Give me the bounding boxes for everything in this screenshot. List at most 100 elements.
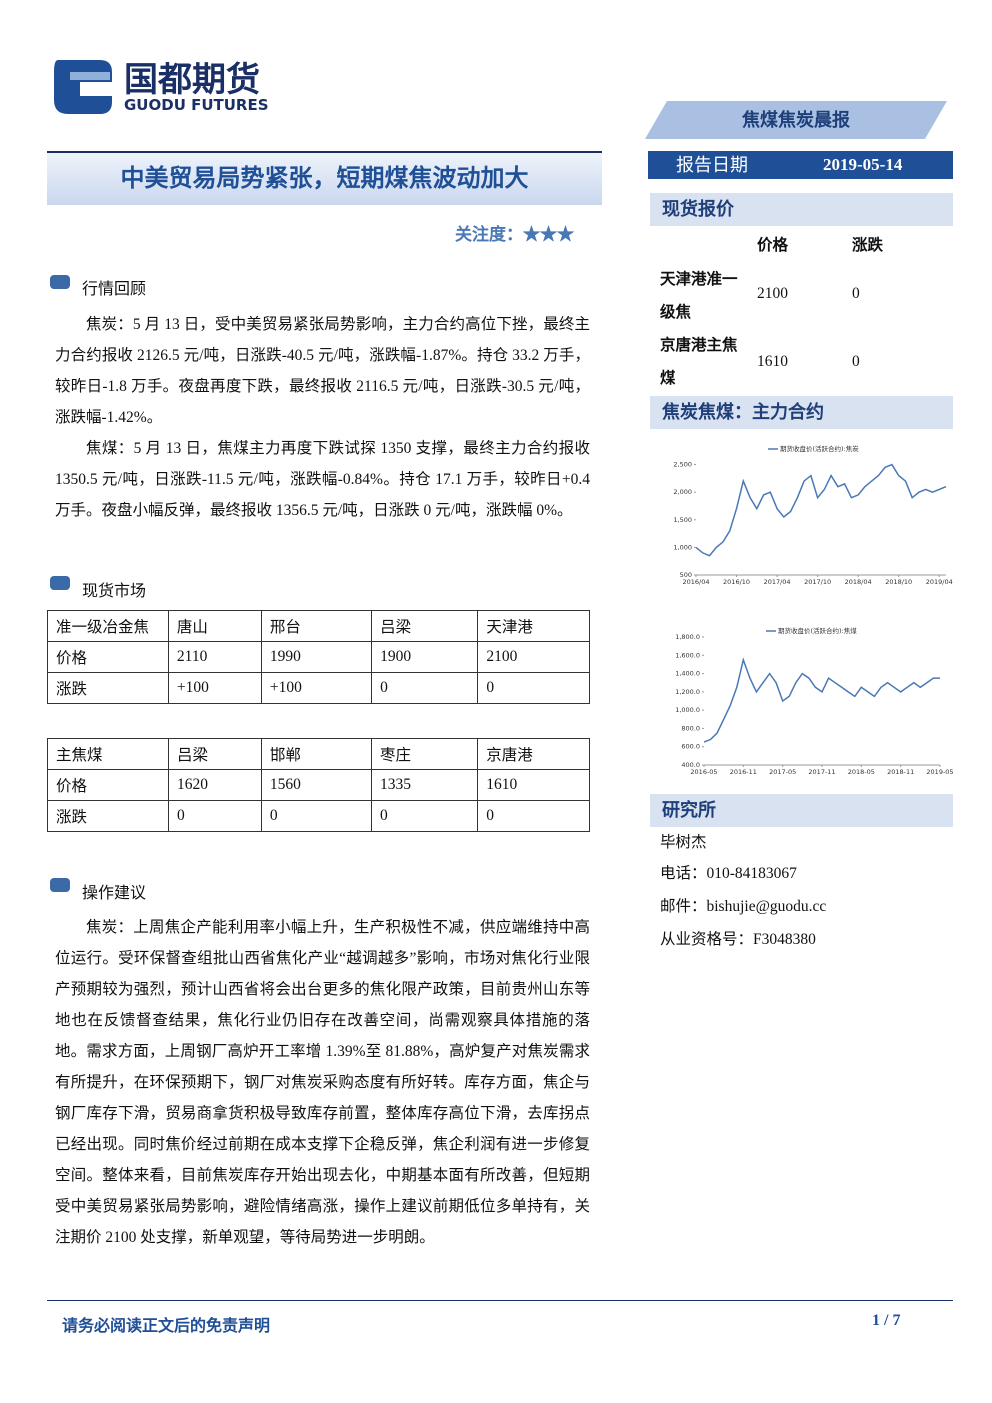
table-cell: 1620 [168,769,262,801]
table-row: 准一级冶金焦 唐山 邢台 吕梁 天津港 [47,610,590,642]
table-cell: 0 [477,672,590,704]
chart: 500 1,000 1,500 2,000 2,500 2016/04 2016/10 201… [673,444,953,586]
y-tick-label: 2,500 [673,461,692,469]
x-tick-label: 2016-05 [690,768,717,776]
logo [54,60,112,114]
table-cell: 主焦煤 [46,738,170,770]
phone: 电话：010-84183067 [660,865,797,882]
spot-table: 主焦煤 吕梁 邯郸 枣庄 京唐港 价格 1620 1560 1335 1610 涨跌 0 0 0 0 [46,738,590,832]
table-cell: 1900 [371,641,479,673]
table-cell: 1560 [260,769,373,801]
x-tick-label: 2017/10 [804,578,831,586]
x-tick-label: 2018-11 [887,768,914,776]
y-tick-label: 800.0 [681,724,700,732]
title-bar [47,151,602,205]
y-tick-label: 500 [680,571,692,579]
x-tick-label: 2019-05 [926,768,953,776]
page-number: 1 / 7 [872,1312,901,1329]
table-cell: 枣庄 [371,738,479,770]
table-cell: 吕梁 [168,738,262,770]
x-tick-label: 2017/04 [764,578,791,586]
email: 邮件：bishujie@guodu.cc [660,898,827,915]
chart-heading: 焦炭焦煤：主力合约 [650,396,953,429]
spot-name: 京唐港主焦煤 [660,337,738,387]
section-heading: 行情回顾 [82,281,147,298]
spot-heading: 现货报价 [650,193,953,226]
y-tick-label: 1,600.0 [675,651,700,659]
y-tick-label: 1,800.0 [675,633,700,641]
icon [50,275,70,289]
table-cell: +100 [260,672,373,704]
table-cell: 唐山 [167,610,262,642]
footer-rule [47,1300,953,1301]
section-heading: 现货市场 [82,583,147,600]
x-tick-label: 2018/10 [885,578,912,586]
table-row: 主焦煤 吕梁 邯郸 枣庄 京唐港 [46,738,590,770]
x-tick-label: 2018-05 [848,768,875,776]
table-cell: 1610 [477,769,590,801]
table-cell: 0 [477,800,590,832]
column-header: 价格 [757,237,789,254]
section-heading: 操作建议 [82,885,147,902]
y-tick-label: 1,000 [673,543,692,551]
icon [50,576,70,590]
x-tick-label: 2017-11 [808,768,835,776]
x-tick-label: 2018/04 [845,578,872,586]
table-cell: 准一级冶金焦 [47,610,169,642]
column-header: 涨跌 [852,237,884,254]
x-tick-label: 2016/10 [723,578,750,586]
x-tick-label: 2019/04 [926,578,953,586]
table-cell: 2110 [167,641,262,673]
x-tick-label: 2017-05 [769,768,796,776]
table-cell: 吕梁 [371,610,479,642]
y-tick-label: 1,400.0 [675,670,700,678]
date-bar [648,151,953,179]
table-cell: 0 [371,800,479,832]
disclaimer: 请务必阅读正文后的免责声明 [62,1318,271,1335]
price-line [703,657,940,743]
spot-price: 1610 [757,353,788,370]
date: 2019-05-14 [823,155,903,174]
table-cell: 2100 [477,641,590,673]
report-name: 焦煤焦炭晨报 [742,110,850,130]
table-cell: +100 [167,672,262,704]
research-heading: 研究所 [650,794,953,827]
report-banner [645,101,947,139]
table-row: 涨跌 0 0 0 0 [46,800,590,832]
y-tick-label: 1,000.0 [675,706,700,714]
table-cell: 价格 [46,769,170,801]
researcher: 毕树杰 [660,834,707,851]
table-row: 价格 1620 1560 1335 1610 [46,769,590,801]
paragraph: 焦炭：上周焦企产能利用率小幅上升，生产积极性不减，供应端维持中高位运行。受环保督… [55,919,590,1246]
table-cell: 天津港 [477,610,590,642]
table-cell: 0 [260,800,373,832]
y-tick-label: 1,500 [673,516,692,524]
y-tick-label: 600.0 [681,743,700,751]
table-cell: 邢台 [260,610,373,642]
title: 中美贸易局势紧张，短期煤焦波动加大 [120,166,529,192]
attention: 关注度：★★★ [455,225,574,244]
spot-name: 天津港准一级焦 [660,271,738,321]
table-cell: 1990 [260,641,373,673]
x-tick-label: 2016-11 [730,768,757,776]
paragraph: 焦煤：5 月 13 日，焦煤主力再度下跌试探 1350 支撑，最终主力合约报收 … [55,440,590,519]
brand-cn: 国都期货 [124,60,260,100]
table-cell: 0 [371,672,479,704]
chart: 400.0 600.0 800.0 1,000.0 1,200.0 1,400.0 1,60… [675,626,953,776]
license: 从业资格号：F3048380 [660,931,816,948]
table-row: 价格 2110 1990 1900 2100 [47,641,590,673]
table-cell: 1335 [371,769,479,801]
table-cell: 邯郸 [260,738,373,770]
table-cell: 京唐港 [477,738,590,770]
table-row: 涨跌 +100 +100 0 0 [47,672,590,704]
spot-change: 0 [852,285,860,302]
y-tick-label: 2,000 [673,488,692,496]
y-tick-label: 1,200.0 [675,688,700,696]
brand-en: GUODU FUTURES [124,96,269,114]
spot-change: 0 [852,353,860,370]
spot-price: 2100 [757,285,788,302]
table-cell: 涨跌 [47,672,169,704]
spot-table: 准一级冶金焦 唐山 邢台 吕梁 天津港 价格 2110 1990 1900 2100 涨跌 +100 +… [47,610,590,704]
table-cell: 0 [168,800,262,832]
